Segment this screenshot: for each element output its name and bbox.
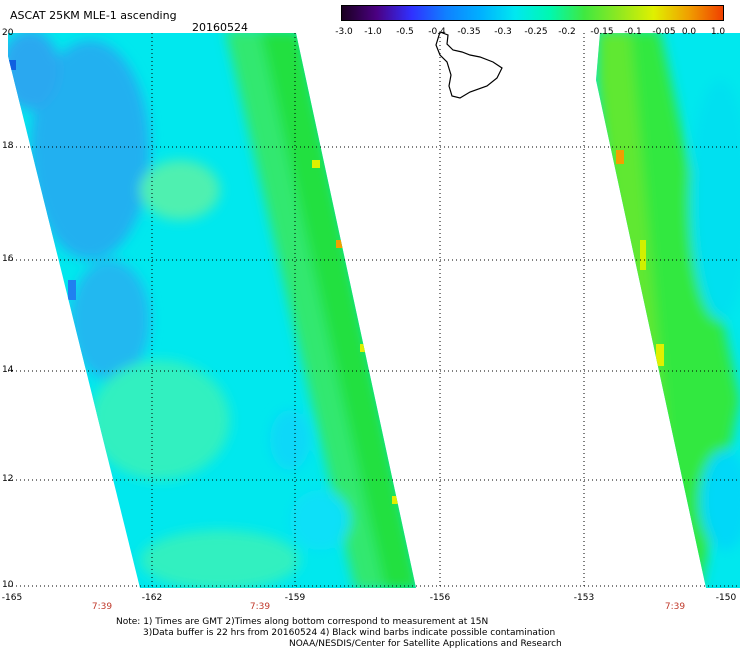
lat-label: 18 bbox=[2, 141, 14, 151]
colorbar-label: -0.3 bbox=[494, 27, 512, 37]
lon-label: -156 bbox=[429, 593, 451, 603]
lon-label: -162 bbox=[141, 593, 163, 603]
time-label: 7:39 bbox=[249, 602, 271, 612]
plot-title: ASCAT 25KM MLE-1 ascending bbox=[10, 9, 177, 22]
colorbar-label: -0.05 bbox=[652, 27, 676, 37]
footnote-line-2: 3)Data buffer is 22 hrs from 20160524 4)… bbox=[143, 628, 556, 638]
colorbar-label: -0.25 bbox=[524, 27, 548, 37]
footnote-line-3: NOAA/NESDIS/Center for Satellite Applica… bbox=[289, 639, 562, 649]
lat-label: 20 bbox=[2, 28, 14, 38]
lat-label: 14 bbox=[2, 365, 14, 375]
lon-label: -150 bbox=[715, 593, 737, 603]
colorbar-label: -0.35 bbox=[457, 27, 481, 37]
colorbar-label: 1.0 bbox=[710, 27, 726, 37]
colorbar bbox=[341, 5, 724, 21]
swath-right bbox=[596, 33, 740, 588]
graticule bbox=[8, 33, 740, 588]
colorbar-label: 0.0 bbox=[681, 27, 697, 37]
lat-label: 12 bbox=[2, 474, 14, 484]
colorbar-label: -0.5 bbox=[396, 27, 414, 37]
time-label: 7:39 bbox=[91, 602, 113, 612]
colorbar-label: -3.0 bbox=[335, 27, 353, 37]
lat-label: 16 bbox=[2, 254, 14, 264]
lon-label: -153 bbox=[573, 593, 595, 603]
colorbar-label: -0.2 bbox=[558, 27, 576, 37]
colorbar-label: -0.15 bbox=[590, 27, 614, 37]
colorbar-label: -0.4 bbox=[428, 27, 446, 37]
coastline-hawaii bbox=[435, 31, 503, 99]
time-label: 7:39 bbox=[664, 602, 686, 612]
swath-left bbox=[8, 33, 416, 588]
lon-label: -159 bbox=[284, 593, 306, 603]
plot-date: 20160524 bbox=[192, 21, 248, 34]
colorbar-label: -1.0 bbox=[364, 27, 382, 37]
footnote-line-1: Note: 1) Times are GMT 2)Times along bot… bbox=[116, 617, 489, 627]
lon-label: -165 bbox=[1, 593, 23, 603]
colorbar-label: -0.1 bbox=[624, 27, 642, 37]
lat-label: 10 bbox=[2, 580, 14, 590]
